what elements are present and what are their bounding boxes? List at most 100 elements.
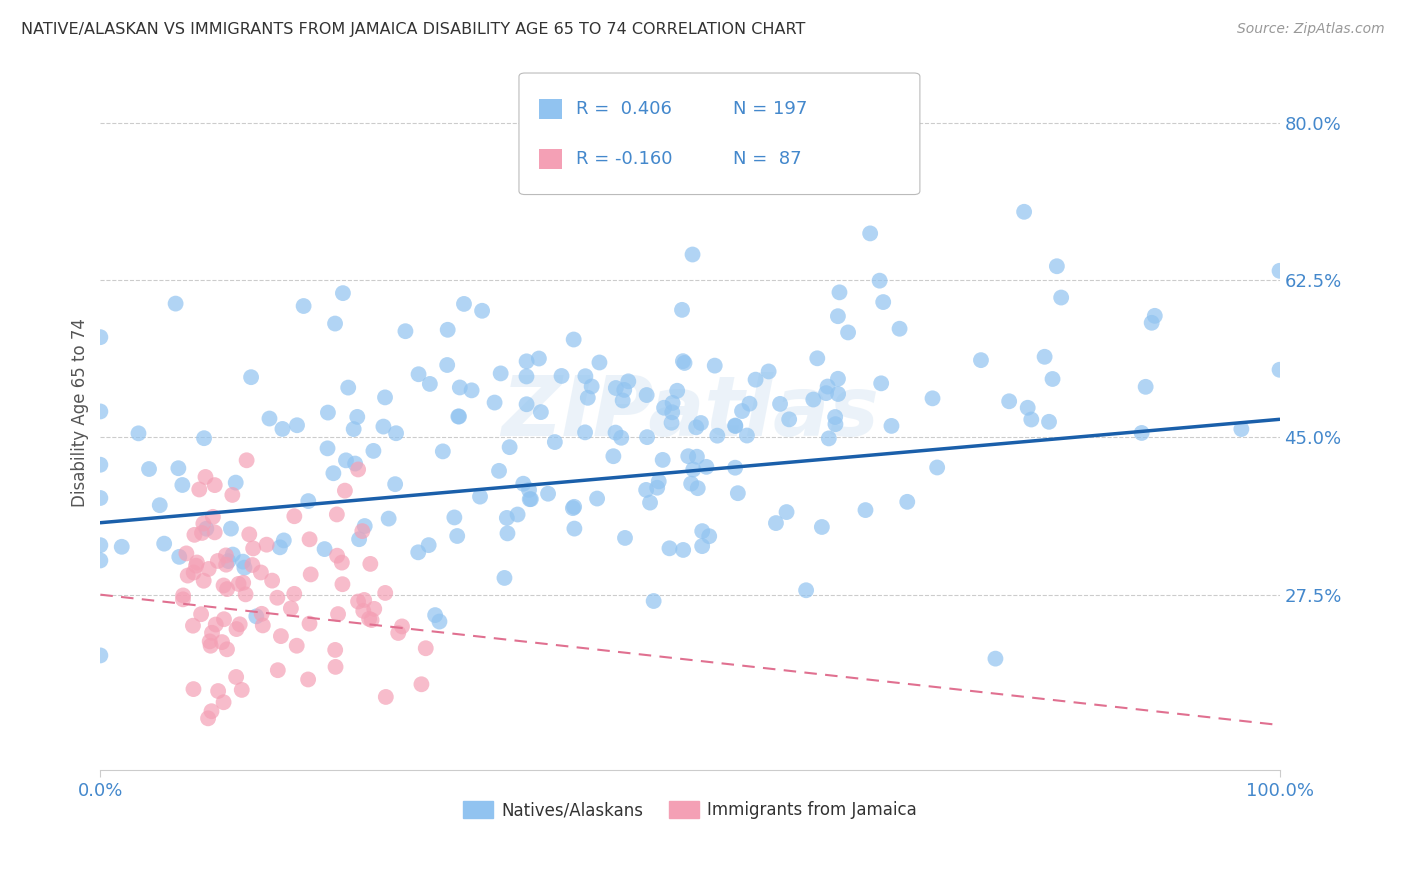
Point	[765, 516, 787, 530]
Point	[471, 303, 494, 318]
Point	[460, 384, 482, 398]
Point	[359, 612, 381, 626]
Point	[801, 392, 824, 407]
Point	[233, 560, 256, 574]
Point	[446, 529, 468, 543]
Point	[806, 351, 828, 366]
Point	[681, 476, 703, 491]
Point	[89, 404, 111, 418]
Text: N =  87: N = 87	[733, 150, 801, 168]
Point	[235, 587, 257, 601]
Point	[605, 425, 627, 440]
Point	[727, 486, 749, 500]
Point	[387, 626, 409, 640]
Point	[519, 492, 541, 507]
Point	[297, 673, 319, 687]
FancyBboxPatch shape	[519, 73, 920, 194]
Point	[316, 442, 339, 456]
Point	[1230, 422, 1253, 436]
Point	[617, 375, 640, 389]
Point	[512, 476, 534, 491]
Point	[489, 367, 512, 381]
Point	[564, 522, 586, 536]
Point	[817, 431, 839, 445]
Point	[661, 416, 683, 430]
Point	[1033, 350, 1056, 364]
Point	[89, 491, 111, 505]
Point	[517, 483, 540, 497]
Point	[297, 494, 319, 508]
Point	[172, 589, 194, 603]
Point	[588, 355, 610, 369]
Point	[346, 409, 368, 424]
Point	[172, 592, 194, 607]
Point	[527, 351, 550, 366]
Point	[211, 635, 233, 649]
Point	[648, 475, 671, 489]
Point	[530, 405, 553, 419]
Point	[970, 353, 993, 368]
Point	[204, 478, 226, 492]
Point	[363, 602, 385, 616]
Point	[219, 522, 242, 536]
Point	[872, 295, 894, 310]
Point	[377, 511, 399, 525]
Point	[1140, 316, 1163, 330]
Point	[373, 419, 395, 434]
Point	[89, 648, 111, 663]
Point	[267, 663, 290, 677]
Point	[325, 660, 347, 674]
Point	[1019, 412, 1042, 426]
Point	[655, 109, 678, 123]
Point	[266, 591, 288, 605]
Point	[149, 498, 172, 512]
Point	[574, 369, 596, 384]
Point	[225, 670, 247, 684]
Y-axis label: Disability Age 65 to 74: Disability Age 65 to 74	[72, 318, 89, 507]
Point	[197, 562, 219, 576]
Point	[323, 317, 346, 331]
Point	[127, 426, 149, 441]
Point	[706, 428, 728, 442]
Point	[744, 373, 766, 387]
Point	[453, 297, 475, 311]
Point	[520, 492, 543, 507]
Point	[682, 462, 704, 476]
Point	[638, 495, 661, 509]
Point	[697, 529, 720, 543]
Point	[447, 409, 470, 424]
Point	[703, 359, 725, 373]
Point	[204, 525, 226, 540]
Point	[283, 509, 305, 524]
Point	[326, 607, 349, 621]
Point	[232, 575, 254, 590]
Point	[562, 500, 585, 514]
Text: N = 197: N = 197	[733, 100, 807, 118]
Point	[643, 594, 665, 608]
Point	[870, 376, 893, 391]
Point	[685, 420, 707, 434]
Point	[333, 483, 356, 498]
Point	[194, 470, 217, 484]
Point	[432, 444, 454, 458]
Point	[330, 556, 353, 570]
Point	[658, 541, 681, 556]
Point	[419, 376, 441, 391]
Point	[314, 542, 336, 557]
Point	[212, 695, 235, 709]
Point	[262, 574, 284, 588]
Point	[636, 388, 658, 402]
Point	[498, 440, 520, 454]
Point	[423, 608, 446, 623]
Text: Source: ZipAtlas.com: Source: ZipAtlas.com	[1237, 22, 1385, 37]
Point	[242, 541, 264, 556]
Point	[815, 386, 838, 401]
Text: R = -0.160: R = -0.160	[576, 150, 673, 168]
Point	[111, 540, 134, 554]
Point	[374, 391, 396, 405]
Point	[270, 629, 292, 643]
Point	[695, 459, 717, 474]
Point	[673, 356, 696, 370]
Point	[415, 641, 437, 656]
Point	[429, 615, 451, 629]
